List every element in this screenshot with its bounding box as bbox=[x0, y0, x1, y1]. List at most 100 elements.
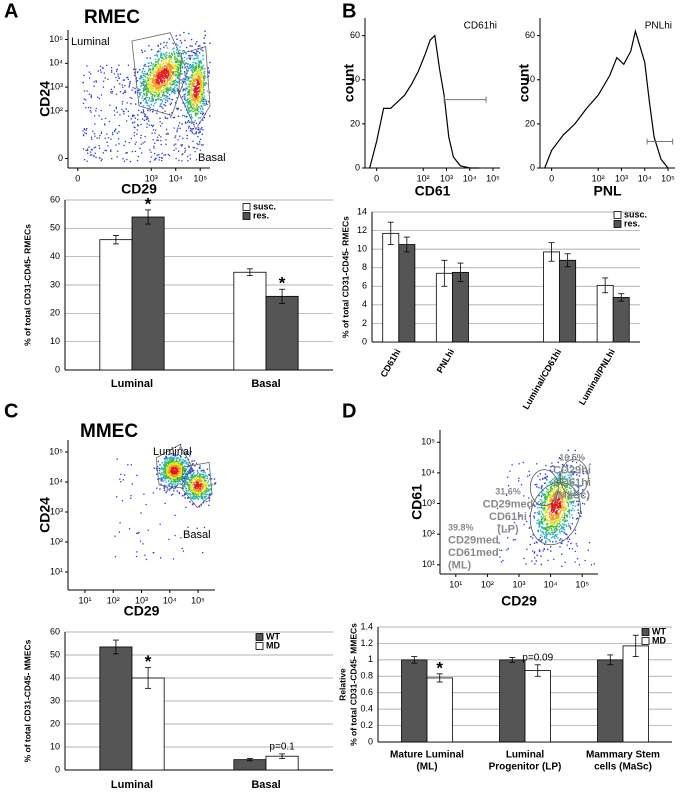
event-dot bbox=[133, 74, 136, 77]
event-dot bbox=[161, 157, 163, 159]
event-dot bbox=[143, 80, 146, 83]
event-dot bbox=[555, 520, 557, 522]
event-dot bbox=[195, 113, 197, 115]
event-dot bbox=[155, 54, 158, 56]
event-dot bbox=[168, 458, 170, 461]
event-dot bbox=[553, 504, 555, 506]
event-dot bbox=[550, 505, 553, 508]
event-dot bbox=[195, 462, 198, 464]
event-dot bbox=[587, 549, 589, 551]
event-dot bbox=[589, 463, 591, 465]
significance-note: * bbox=[145, 652, 152, 671]
event-dot bbox=[152, 100, 154, 103]
event-dot bbox=[185, 462, 187, 465]
event-dot bbox=[546, 509, 548, 511]
event-dot bbox=[203, 72, 205, 74]
legend-label: WT bbox=[266, 631, 280, 641]
event-dot bbox=[190, 90, 192, 93]
event-dot bbox=[540, 496, 543, 498]
event-dot bbox=[561, 476, 564, 478]
event-dot bbox=[150, 124, 153, 126]
event-dot bbox=[113, 86, 115, 88]
event-dot bbox=[548, 539, 550, 541]
bar bbox=[131, 677, 165, 771]
event-dot bbox=[195, 102, 198, 105]
event-dot bbox=[193, 108, 195, 110]
event-dot bbox=[200, 62, 203, 64]
event-dot bbox=[189, 495, 192, 497]
event-dot bbox=[190, 121, 193, 123]
event-dot bbox=[196, 470, 199, 472]
event-dot bbox=[198, 479, 200, 481]
event-dot bbox=[163, 486, 165, 488]
event-dot bbox=[554, 519, 557, 521]
event-dot bbox=[146, 116, 149, 118]
event-dot bbox=[572, 492, 574, 495]
event-dot bbox=[207, 482, 209, 484]
event-dot bbox=[567, 494, 570, 496]
event-dot bbox=[180, 145, 183, 147]
event-dot bbox=[134, 117, 136, 119]
event-dot bbox=[183, 82, 185, 84]
event-dot bbox=[166, 75, 168, 77]
event-dot bbox=[555, 511, 557, 513]
event-dot bbox=[147, 529, 149, 531]
event-dot bbox=[202, 475, 204, 478]
event-dot bbox=[203, 476, 206, 478]
event-dot bbox=[209, 91, 211, 94]
event-dot bbox=[199, 487, 201, 490]
event-dot bbox=[555, 476, 558, 479]
event-dot bbox=[199, 484, 202, 486]
event-dot bbox=[200, 504, 203, 506]
event-dot bbox=[533, 557, 536, 559]
event-dot bbox=[161, 82, 164, 85]
event-dot bbox=[172, 454, 174, 456]
event-dot bbox=[576, 491, 579, 493]
event-dot bbox=[140, 512, 142, 514]
event-dot bbox=[185, 76, 188, 78]
event-dot bbox=[203, 84, 205, 86]
event-dot bbox=[558, 519, 561, 522]
event-dot bbox=[201, 497, 203, 499]
event-dot bbox=[139, 147, 141, 149]
event-dot bbox=[171, 457, 174, 459]
event-dot bbox=[565, 478, 568, 480]
event-dot bbox=[121, 101, 124, 103]
event-dot bbox=[200, 92, 203, 94]
event-dot bbox=[173, 490, 175, 492]
event-dot bbox=[168, 72, 171, 75]
event-dot bbox=[157, 136, 159, 138]
panel-label: A bbox=[4, 0, 18, 22]
event-dot bbox=[543, 508, 546, 510]
event-dot bbox=[185, 62, 188, 65]
event-dot bbox=[173, 64, 176, 67]
x-tick-label: Luminal bbox=[111, 378, 153, 390]
event-dot bbox=[154, 71, 156, 73]
event-dot bbox=[191, 492, 194, 494]
event-dot bbox=[104, 77, 106, 79]
event-dot bbox=[90, 96, 92, 99]
event-dot bbox=[199, 483, 202, 486]
event-dot bbox=[171, 98, 174, 101]
event-dot bbox=[189, 101, 192, 104]
event-dot bbox=[161, 467, 163, 469]
event-dot bbox=[190, 476, 192, 479]
event-dot bbox=[200, 480, 202, 483]
event-dot bbox=[201, 80, 204, 82]
event-dot bbox=[182, 461, 184, 464]
event-dot bbox=[157, 50, 160, 52]
event-dot bbox=[195, 122, 198, 125]
event-dot bbox=[165, 62, 168, 64]
event-dot bbox=[206, 490, 208, 493]
event-dot bbox=[563, 488, 566, 491]
event-dot bbox=[172, 469, 174, 471]
event-dot bbox=[536, 463, 538, 465]
event-dot bbox=[561, 478, 563, 481]
event-dot bbox=[191, 68, 193, 70]
event-dot bbox=[540, 487, 542, 489]
event-dot bbox=[176, 482, 179, 485]
event-dot bbox=[187, 492, 189, 495]
event-dot bbox=[167, 469, 169, 471]
event-dot bbox=[103, 80, 105, 82]
event-dot bbox=[550, 537, 553, 539]
